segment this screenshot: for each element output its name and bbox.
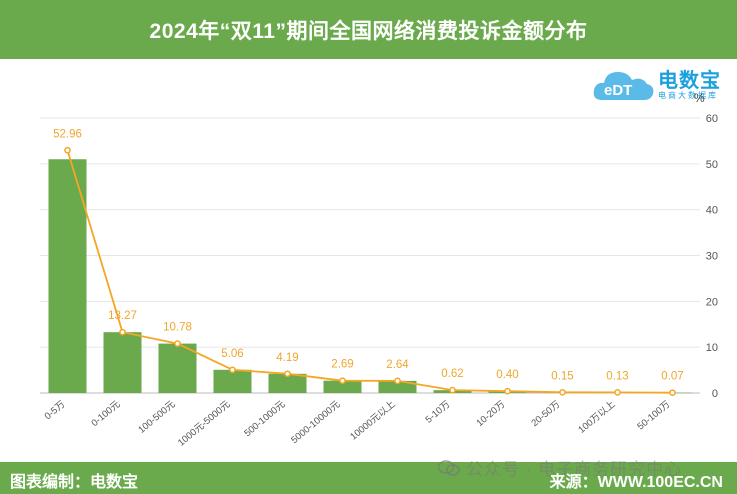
data-label: 4.19 [276,352,298,364]
wechat-icon [438,459,460,476]
y-tick-label: 10 [706,342,718,354]
y-axis-unit: % [694,91,705,105]
data-label: 0.62 [441,368,463,380]
y-tick-label: 40 [706,205,718,217]
data-label: 0.07 [661,371,683,383]
data-label: 0.15 [551,370,573,382]
data-label: 13.27 [108,310,137,322]
logo-brand: 电数宝 [658,70,721,92]
bar [103,332,142,393]
data-label: 10.78 [163,322,192,334]
y-tick-label: 50 [706,159,718,171]
footer-editor: 图表编制：电数宝 [10,474,139,491]
brand-logo: eDT 电数宝 电商大数据库 [592,62,732,106]
data-label: 2.69 [331,359,353,371]
watermark-text: 公众号 · 电子商务研究中心 [466,460,683,479]
x-tick-label: 20-50万 [529,399,562,429]
line-point [229,366,236,374]
chart-plot: 52.96 13.27 10.78 5.06 4.19 2.69 2.64 0.62 0.40 0… [40,113,718,449]
data-label: 2.64 [386,359,409,371]
line-point [614,389,621,396]
chart-header: 2024年“双11”期间全国网络消费投诉金额分布 [0,0,737,59]
x-tick-label: 5-10万 [424,399,453,426]
line-point [284,370,291,378]
line-point [669,389,676,397]
series-line [66,150,673,394]
bar [268,373,307,393]
line-point [504,387,511,395]
x-tick-label: 5000-10000元 [289,399,343,446]
y-tick-label: 20 [706,296,718,308]
x-tick-label: 10-20万 [474,399,507,429]
y-tick-label: 0 [712,388,718,400]
data-label: 5.06 [221,348,243,360]
line-point [339,377,346,385]
y-tick-label: 60 [706,113,718,125]
watermark: 公众号 · 电子商务研究中心 [438,455,682,480]
data-label: 0.13 [606,370,628,382]
line-point [174,340,181,347]
chart-title: 2024年“双11”期间全国网络消费投诉金额分布 [149,19,588,43]
footer-source: 来源：WWW.100EC.CN [549,474,723,491]
line-point [449,386,456,394]
cloud-icon: eDT [593,72,654,100]
bar [158,343,197,393]
x-tick-label: 100万以上 [576,399,617,436]
bar [48,159,87,393]
x-tick-label: 1000元-5000元 [176,399,233,449]
x-tick-label: 10000元以上 [348,399,398,443]
line-point [559,388,566,396]
bar [378,380,417,393]
x-tick-label: 500-1000元 [242,399,287,440]
y-tick-label: 30 [706,251,718,263]
bar [213,369,252,393]
x-tick-label: 0-100元 [89,399,122,429]
svg-text:eDT: eDT [604,82,632,99]
x-tick-label: 100-500元 [136,399,177,436]
logo-subtitle: 电商大数据库 [658,91,718,100]
x-tick-label: 0-5万 [43,399,68,422]
line-point [64,146,71,154]
chart-footer: 图表编制：电数宝 公众号 · 电子商务研究中心 来源：WWW.100EC.CN [0,459,737,494]
data-label: 52.96 [53,128,82,140]
line-point [394,377,401,385]
data-label: 0.40 [496,369,518,381]
bar [323,380,362,393]
x-tick-label: 50-100万 [635,399,672,433]
line-point [119,328,126,336]
